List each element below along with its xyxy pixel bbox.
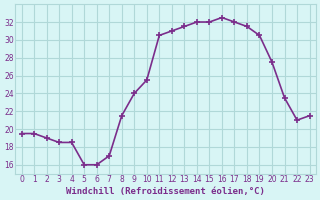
X-axis label: Windchill (Refroidissement éolien,°C): Windchill (Refroidissement éolien,°C) [66, 187, 265, 196]
